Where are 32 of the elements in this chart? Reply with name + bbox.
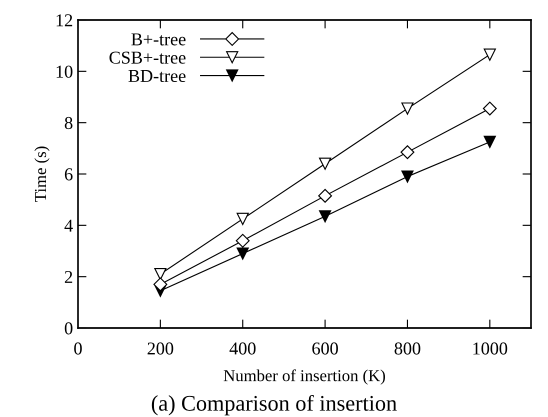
legend-label: BD-tree [128,70,186,82]
y-tick-label: 12 [56,14,72,26]
point [236,212,249,226]
x-tick-label: 200 [148,342,174,355]
point [484,136,496,148]
y-tick-label: 0 [64,322,72,334]
point [482,102,497,116]
y-tick-label: 4 [64,220,73,232]
x-tick-label: 600 [312,342,338,355]
point [153,277,168,292]
point [318,158,332,170]
point [484,48,496,61]
legend-label: CSB+-tree [110,52,186,64]
y-tick-label: 8 [64,116,72,130]
text: (a) Comparison of insertion [152,394,397,416]
point [400,145,414,160]
y-axis-title: Time (s) [34,146,50,202]
y-tick-label: 2 [64,270,72,283]
y-tick-label: 10 [56,66,72,78]
x-tick-label: 0 [74,342,82,355]
point [236,247,249,260]
legend-label: B+-tree [131,33,186,46]
x-tick-label: 1000 [473,342,508,355]
point [318,210,332,222]
point [318,188,332,203]
x-tick-label: 800 [394,342,420,355]
x-axis-title: Number of insertion (K) [224,369,385,385]
point [401,102,414,115]
y-tick-label: 6 [64,168,73,180]
point [236,234,250,248]
point [401,170,414,183]
x-tick-label: 400 [230,342,256,355]
